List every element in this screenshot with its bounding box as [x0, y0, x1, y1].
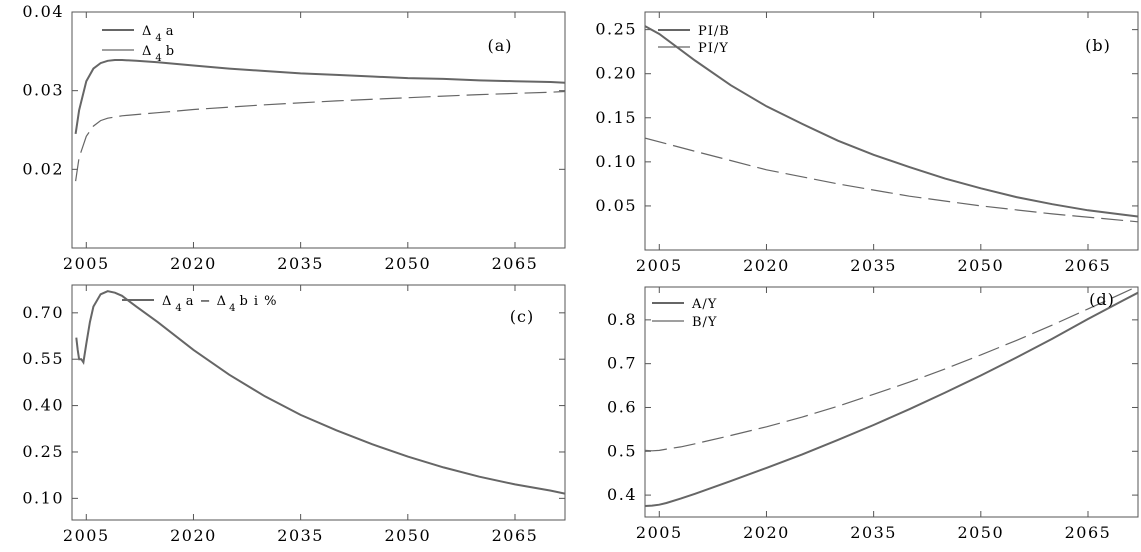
x-tick-label: 2050: [957, 523, 1004, 542]
series-line-2: [75, 90, 565, 182]
legend-label: PI/B: [698, 24, 730, 39]
x-tick-label: 2065: [1065, 256, 1112, 275]
x-tick-label: 2020: [170, 254, 217, 273]
legend-label: PI/Y: [698, 41, 729, 56]
x-tick-label: 2005: [63, 526, 110, 545]
legend-label: A/Y: [691, 297, 717, 312]
series-line-2: [645, 137, 1138, 223]
y-tick-label: 0.70: [22, 303, 64, 322]
x-tick-label: 2035: [277, 254, 324, 273]
x-tick-label: 2020: [743, 523, 790, 542]
series-line-1: [645, 291, 1138, 507]
panel-b: 0.25 0.20 0.15 0.10 0.05 2005 2020 2035 2050 2065…: [595, 11, 1139, 275]
x-tick-label: 2035: [277, 526, 324, 545]
x-tick-label: 2035: [850, 256, 897, 275]
x-tick-label: 2005: [63, 254, 110, 273]
y-tick-label: 0.6: [607, 397, 637, 416]
series-line-1: [645, 25, 1138, 218]
y-tick-label: 0.4: [607, 485, 637, 504]
x-tick-label: 2050: [384, 526, 431, 545]
x-tick-label: 2005: [636, 523, 683, 542]
panel-a: 0.04 0.03 0.02 2005 2020 2035 2050 2065 Δ 4 aΔ 4 b (a…: [22, 2, 566, 273]
y-tick-label: 0.05: [595, 196, 637, 215]
y-tick-label: 0.02: [22, 159, 64, 178]
x-tick-label: 2020: [170, 526, 217, 545]
panel-label: (b): [1085, 36, 1111, 55]
y-tick-label: 0.5: [607, 441, 637, 460]
x-tick-label: 2065: [492, 526, 539, 545]
y-tick-label: 0.10: [595, 152, 637, 171]
x-tick-label: 2005: [636, 256, 683, 275]
y-tick-label: 0.15: [595, 108, 637, 127]
series-line-1: [74, 59, 565, 135]
series-line-1: [75, 290, 565, 495]
y-tick-label: 0.7: [607, 354, 637, 373]
y-tick-label: 0.04: [22, 2, 64, 21]
plot-frame: [71, 11, 566, 249]
x-tick-label: 2050: [384, 254, 431, 273]
x-tick-label: 2065: [1065, 523, 1112, 542]
panel-label: (d): [1089, 290, 1115, 309]
x-tick-label: 2020: [743, 256, 790, 275]
panel-label: (a): [487, 36, 512, 55]
y-tick-label: 0.25: [595, 20, 637, 39]
x-tick-label: 2035: [850, 523, 897, 542]
panel-c: 0.70 0.55 0.40 0.25 0.10 2005 2020 2035 2050 2065…: [22, 284, 566, 545]
x-tick-label: 2065: [492, 254, 539, 273]
y-tick-label: 0.8: [607, 310, 637, 329]
y-tick-label: 0.40: [22, 396, 64, 415]
legend-label: B/Y: [692, 315, 718, 330]
y-tick-label: 0.55: [22, 349, 64, 368]
x-tick-label: 2050: [957, 256, 1004, 275]
panel-label: (c): [510, 307, 534, 326]
plot-frame: [644, 11, 1139, 251]
plot-frame: [71, 284, 566, 521]
panel-d: 0.8 0.7 0.6 0.5 0.4 2005 2020 2035 2050 2065 A/Y B/…: [607, 286, 1139, 542]
series-line-2: [645, 287, 1138, 452]
y-tick-label: 0.25: [22, 442, 64, 461]
y-tick-label: 0.20: [595, 64, 637, 83]
y-tick-label: 0.03: [22, 81, 64, 100]
y-tick-label: 0.10: [22, 488, 64, 507]
plot-frame: [644, 286, 1139, 518]
